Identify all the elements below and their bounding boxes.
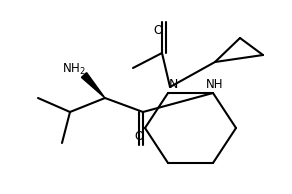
Text: O: O [153, 23, 163, 36]
Text: NH$_2$: NH$_2$ [62, 61, 86, 77]
Text: NH: NH [206, 79, 224, 92]
Polygon shape [81, 73, 105, 98]
Text: O: O [134, 131, 144, 144]
Text: N: N [168, 79, 178, 92]
